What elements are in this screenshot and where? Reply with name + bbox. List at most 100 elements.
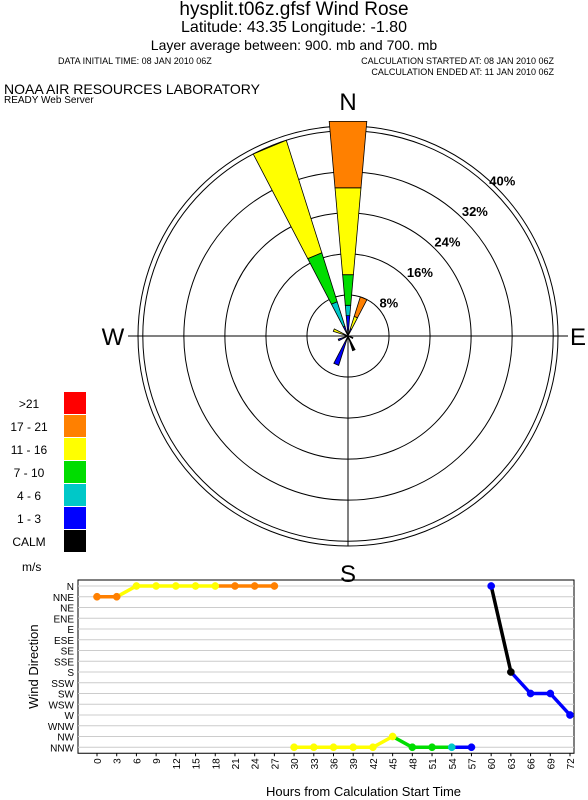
- calculation-started: CALCULATION STARTED AT: 08 JAN 2010 06Z: [361, 56, 554, 66]
- data-point: [507, 668, 515, 676]
- rose-petal-segment: [349, 315, 359, 330]
- y-tick-label: WNW: [48, 722, 75, 733]
- data-point: [487, 582, 496, 590]
- x-tick-label: 21: [231, 758, 242, 770]
- rose-petal-segment: [328, 121, 368, 189]
- x-tick-label: 51: [428, 758, 439, 770]
- timeline-frame: [77, 579, 575, 754]
- legend-swatch: [64, 438, 86, 460]
- x-tick-label: 63: [507, 758, 518, 770]
- wind-direction-line: [114, 584, 218, 599]
- ring-label: 8%: [379, 296, 398, 311]
- rose-petal-segment: [252, 139, 323, 260]
- data-point: [93, 592, 101, 601]
- data-point: [290, 743, 298, 752]
- rose-petal-segment: [347, 335, 354, 339]
- x-tick-label: 54: [448, 758, 459, 770]
- data-point: [526, 689, 535, 698]
- legend-swatch: [64, 392, 86, 414]
- data-point: [467, 743, 476, 752]
- y-tick-label: SE: [61, 647, 75, 658]
- x-tick-label: 24: [251, 758, 262, 770]
- legend-label: >21: [18, 397, 40, 411]
- rose-petal-segment: [332, 328, 349, 337]
- legend-label: 17 - 21: [10, 420, 48, 434]
- x-tick-label: 9: [152, 758, 163, 764]
- legend-swatch: [64, 507, 86, 529]
- rose-petal-segment: [307, 252, 338, 305]
- x-tick-label: 39: [349, 758, 360, 770]
- x-tick-label: 66: [527, 758, 538, 770]
- legend-swatch: [64, 484, 86, 506]
- lat-lon-label: Latitude: 43.35 Longitude: -1.80: [181, 19, 407, 36]
- wind-direction-line: [292, 734, 395, 750]
- compass-label: N: [339, 89, 356, 116]
- data-point: [546, 689, 555, 698]
- x-axis-title: Hours from Calculation Start Time: [266, 784, 461, 799]
- rose-petal-segment: [342, 274, 354, 306]
- compass-label: S: [340, 561, 356, 588]
- wind-direction-line: [509, 670, 572, 717]
- x-tick-label: 72: [566, 758, 577, 770]
- data-point: [132, 582, 141, 590]
- x-tick-label: 12: [172, 758, 183, 770]
- data-point: [250, 582, 259, 590]
- ring-label: 40%: [489, 174, 515, 189]
- y-axis-title: Wind Direction: [26, 624, 41, 709]
- rose-petal-segment: [333, 335, 349, 366]
- data-point: [211, 582, 220, 590]
- ring-label: 24%: [434, 235, 460, 250]
- rose-petal-segment: [353, 296, 368, 319]
- data-point: [329, 743, 338, 752]
- x-tick-label: 15: [192, 758, 203, 770]
- y-tick-label: NE: [60, 604, 74, 615]
- rose-petal-segment: [337, 335, 349, 342]
- x-tick-label: 45: [389, 758, 400, 770]
- rose-petal-segment: [330, 301, 346, 328]
- data-point: [428, 743, 436, 752]
- legend-label: 11 - 16: [10, 443, 48, 457]
- data-point: [152, 582, 160, 590]
- wind-direction-line: [390, 734, 454, 750]
- lab-name: NOAA AIR RESOURCES LABORATORY: [4, 81, 260, 97]
- y-tick-label: SSE: [54, 657, 74, 668]
- y-tick-label: ESE: [54, 636, 74, 647]
- data-point: [408, 743, 417, 752]
- data-point: [388, 732, 397, 741]
- y-tick-label: E: [67, 625, 74, 636]
- legend-swatch: [64, 530, 86, 552]
- x-tick-label: 57: [467, 758, 478, 770]
- y-tick-label: W: [65, 711, 75, 722]
- legend-label: 1 - 3: [16, 512, 41, 526]
- rose-petal-segment: [334, 187, 362, 276]
- server-name: READY Web Server: [4, 95, 94, 106]
- legend-swatch: [64, 415, 86, 437]
- y-tick-label: N: [67, 582, 74, 593]
- x-tick-label: 6: [132, 758, 143, 764]
- x-tick-label: 0: [93, 758, 104, 764]
- ring-label: 16%: [407, 265, 433, 280]
- rose-petal-segment: [347, 335, 356, 352]
- compass-label: E: [570, 324, 586, 351]
- y-tick-label: WSW: [48, 700, 74, 711]
- y-tick-label: NNE: [53, 593, 74, 604]
- data-point: [191, 582, 200, 590]
- y-tick-label: NW: [57, 733, 74, 744]
- legend-label: 7 - 10: [13, 466, 45, 480]
- x-tick-label: 60: [487, 758, 498, 770]
- data-initial-time: DATA INITIAL TIME: 08 JAN 2010 06Z: [58, 56, 212, 66]
- y-tick-label: ENE: [53, 614, 74, 625]
- x-tick-label: 69: [546, 758, 557, 770]
- legend-label: CALM: [12, 535, 46, 549]
- x-tick-label: 3: [113, 758, 124, 764]
- data-point: [309, 743, 318, 752]
- wind-direction-line: [489, 584, 513, 674]
- compass-label: W: [102, 324, 125, 351]
- x-tick-label: 36: [330, 758, 341, 770]
- legend-units: m/s: [22, 560, 42, 574]
- speed-legend: >21 17 - 21 11 - 16 7 - 10 4 - 6 1 - 3 CALM: [0, 392, 90, 552]
- legend-label: 4 - 6: [16, 489, 41, 503]
- data-point: [447, 743, 456, 752]
- x-tick-label: 33: [310, 758, 321, 770]
